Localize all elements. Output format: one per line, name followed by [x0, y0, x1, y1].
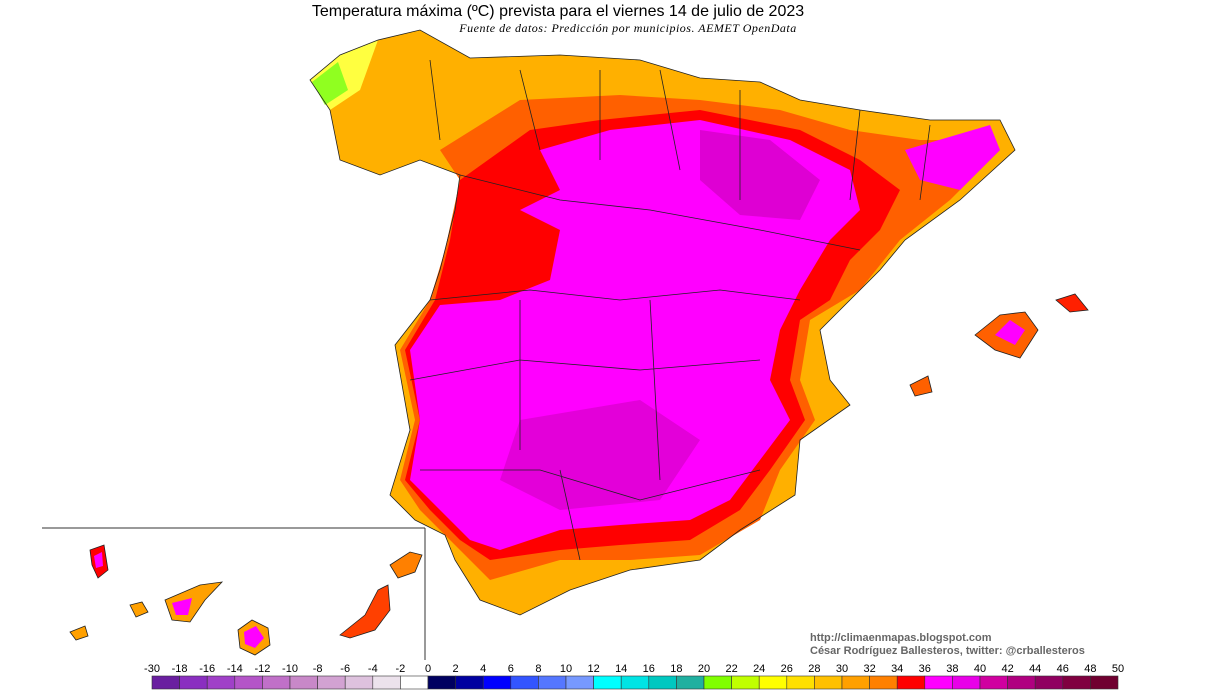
colorbar-swatch: [979, 675, 1008, 690]
colorbar-swatch: [179, 675, 208, 690]
colorbar-tick-label: 0: [425, 663, 431, 675]
colorbar: -30 -18 -16 -14 -12 -10 -8 -6 -4 -2 0 2 4 6 8 10 12 14 16 1…: [144, 663, 1124, 690]
colorbar-swatch: [151, 675, 180, 690]
colorbar-tick-label: 42: [1001, 663, 1013, 675]
colorbar-swatch: [372, 675, 401, 690]
colorbar-tick-label: 12: [587, 663, 599, 675]
colorbar-swatch: [1062, 675, 1091, 690]
colorbar-swatch: [952, 675, 981, 690]
colorbar-tick-label: 28: [808, 663, 820, 675]
colorbar-tick-label: 30: [836, 663, 848, 675]
colorbar-tick-label: 8: [535, 663, 541, 675]
colorbar-swatch: [1090, 675, 1119, 690]
peninsula: [309, 29, 1016, 616]
colorbar-swatch: [455, 675, 484, 690]
colorbar-tick-label: 6: [508, 663, 514, 675]
colorbar-tick-label: -6: [340, 663, 350, 675]
colorbar-swatch: [924, 675, 953, 690]
colorbar-swatch: [731, 675, 760, 690]
colorbar-tick-label: 16: [643, 663, 655, 675]
colorbar-tick-label: 18: [670, 663, 682, 675]
colorbar-tick-label: 4: [480, 663, 486, 675]
colorbar-tick-label: 50: [1112, 663, 1124, 675]
colorbar-tick-label: 38: [946, 663, 958, 675]
colorbar-tick-label: 44: [1029, 663, 1041, 675]
credit-author: César Rodríguez Ballesteros, twitter: @c…: [810, 645, 1085, 657]
colorbar-swatch: [648, 675, 677, 690]
colorbar-swatch: [427, 675, 456, 690]
colorbar-swatch: [482, 675, 512, 690]
colorbar-tick-label: 2: [453, 663, 459, 675]
colorbar-tick-label: -8: [313, 663, 323, 675]
colorbar-swatch: [786, 675, 815, 690]
balearics: [909, 293, 1089, 397]
credit-url: http://climaenmapas.blogspot.com: [810, 632, 992, 644]
canary-inset: [42, 527, 426, 660]
colorbar-tick-label: -10: [282, 663, 298, 675]
subtitle: Fuente de datos: Predicción por municipi…: [458, 21, 796, 35]
colorbar-swatch: [869, 675, 898, 690]
colorbar-swatch: [814, 675, 843, 690]
colorbar-tick-label: -4: [368, 663, 378, 675]
colorbar-swatch: [1034, 675, 1064, 690]
colorbar-swatch: [565, 675, 594, 690]
colorbar-tick-label: -12: [254, 663, 270, 675]
colorbar-swatch: [510, 675, 539, 690]
colorbar-tick-label: 24: [753, 663, 765, 675]
colorbar-tick-label: 36: [919, 663, 931, 675]
colorbar-tick-label: 10: [560, 663, 572, 675]
colorbar-tick-label: 46: [1057, 663, 1069, 675]
colorbar-tick-label: 22: [725, 663, 737, 675]
colorbar-tick-label: 20: [698, 663, 710, 675]
colorbar-tick-label: -16: [199, 663, 215, 675]
colorbar-tick-label: 34: [891, 663, 903, 675]
colorbar-swatch: [234, 675, 263, 690]
colorbar-tick-label: 14: [615, 663, 627, 675]
colorbar-swatch: [206, 675, 236, 690]
colorbar-swatch: [538, 675, 567, 690]
colorbar-swatch: [758, 675, 788, 690]
colorbar-swatch: [344, 675, 374, 690]
colorbar-swatch: [1007, 675, 1036, 690]
colorbar-tick-label: 48: [1084, 663, 1096, 675]
colorbar-swatch: [896, 675, 926, 690]
colorbar-swatch: [620, 675, 650, 690]
colorbar-swatch: [289, 675, 318, 690]
title: Temperatura máxima (ºC) prevista para el…: [312, 3, 804, 20]
colorbar-tick-label: 26: [781, 663, 793, 675]
colorbar-swatch: [841, 675, 870, 690]
colorbar-tick-label: 40: [974, 663, 986, 675]
colorbar-tick-label: -14: [227, 663, 243, 675]
colorbar-swatch: [317, 675, 346, 690]
colorbar-tick-label: -2: [396, 663, 406, 675]
colorbar-swatch: [262, 675, 291, 690]
colorbar-swatch: [703, 675, 732, 690]
colorbar-tick-label: -18: [172, 663, 188, 675]
colorbar-tick-label: -30: [144, 663, 160, 675]
colorbar-swatch: [400, 675, 429, 690]
colorbar-swatch: [676, 675, 705, 690]
colorbar-swatch: [593, 675, 622, 690]
colorbar-tick-label: 32: [863, 663, 875, 675]
